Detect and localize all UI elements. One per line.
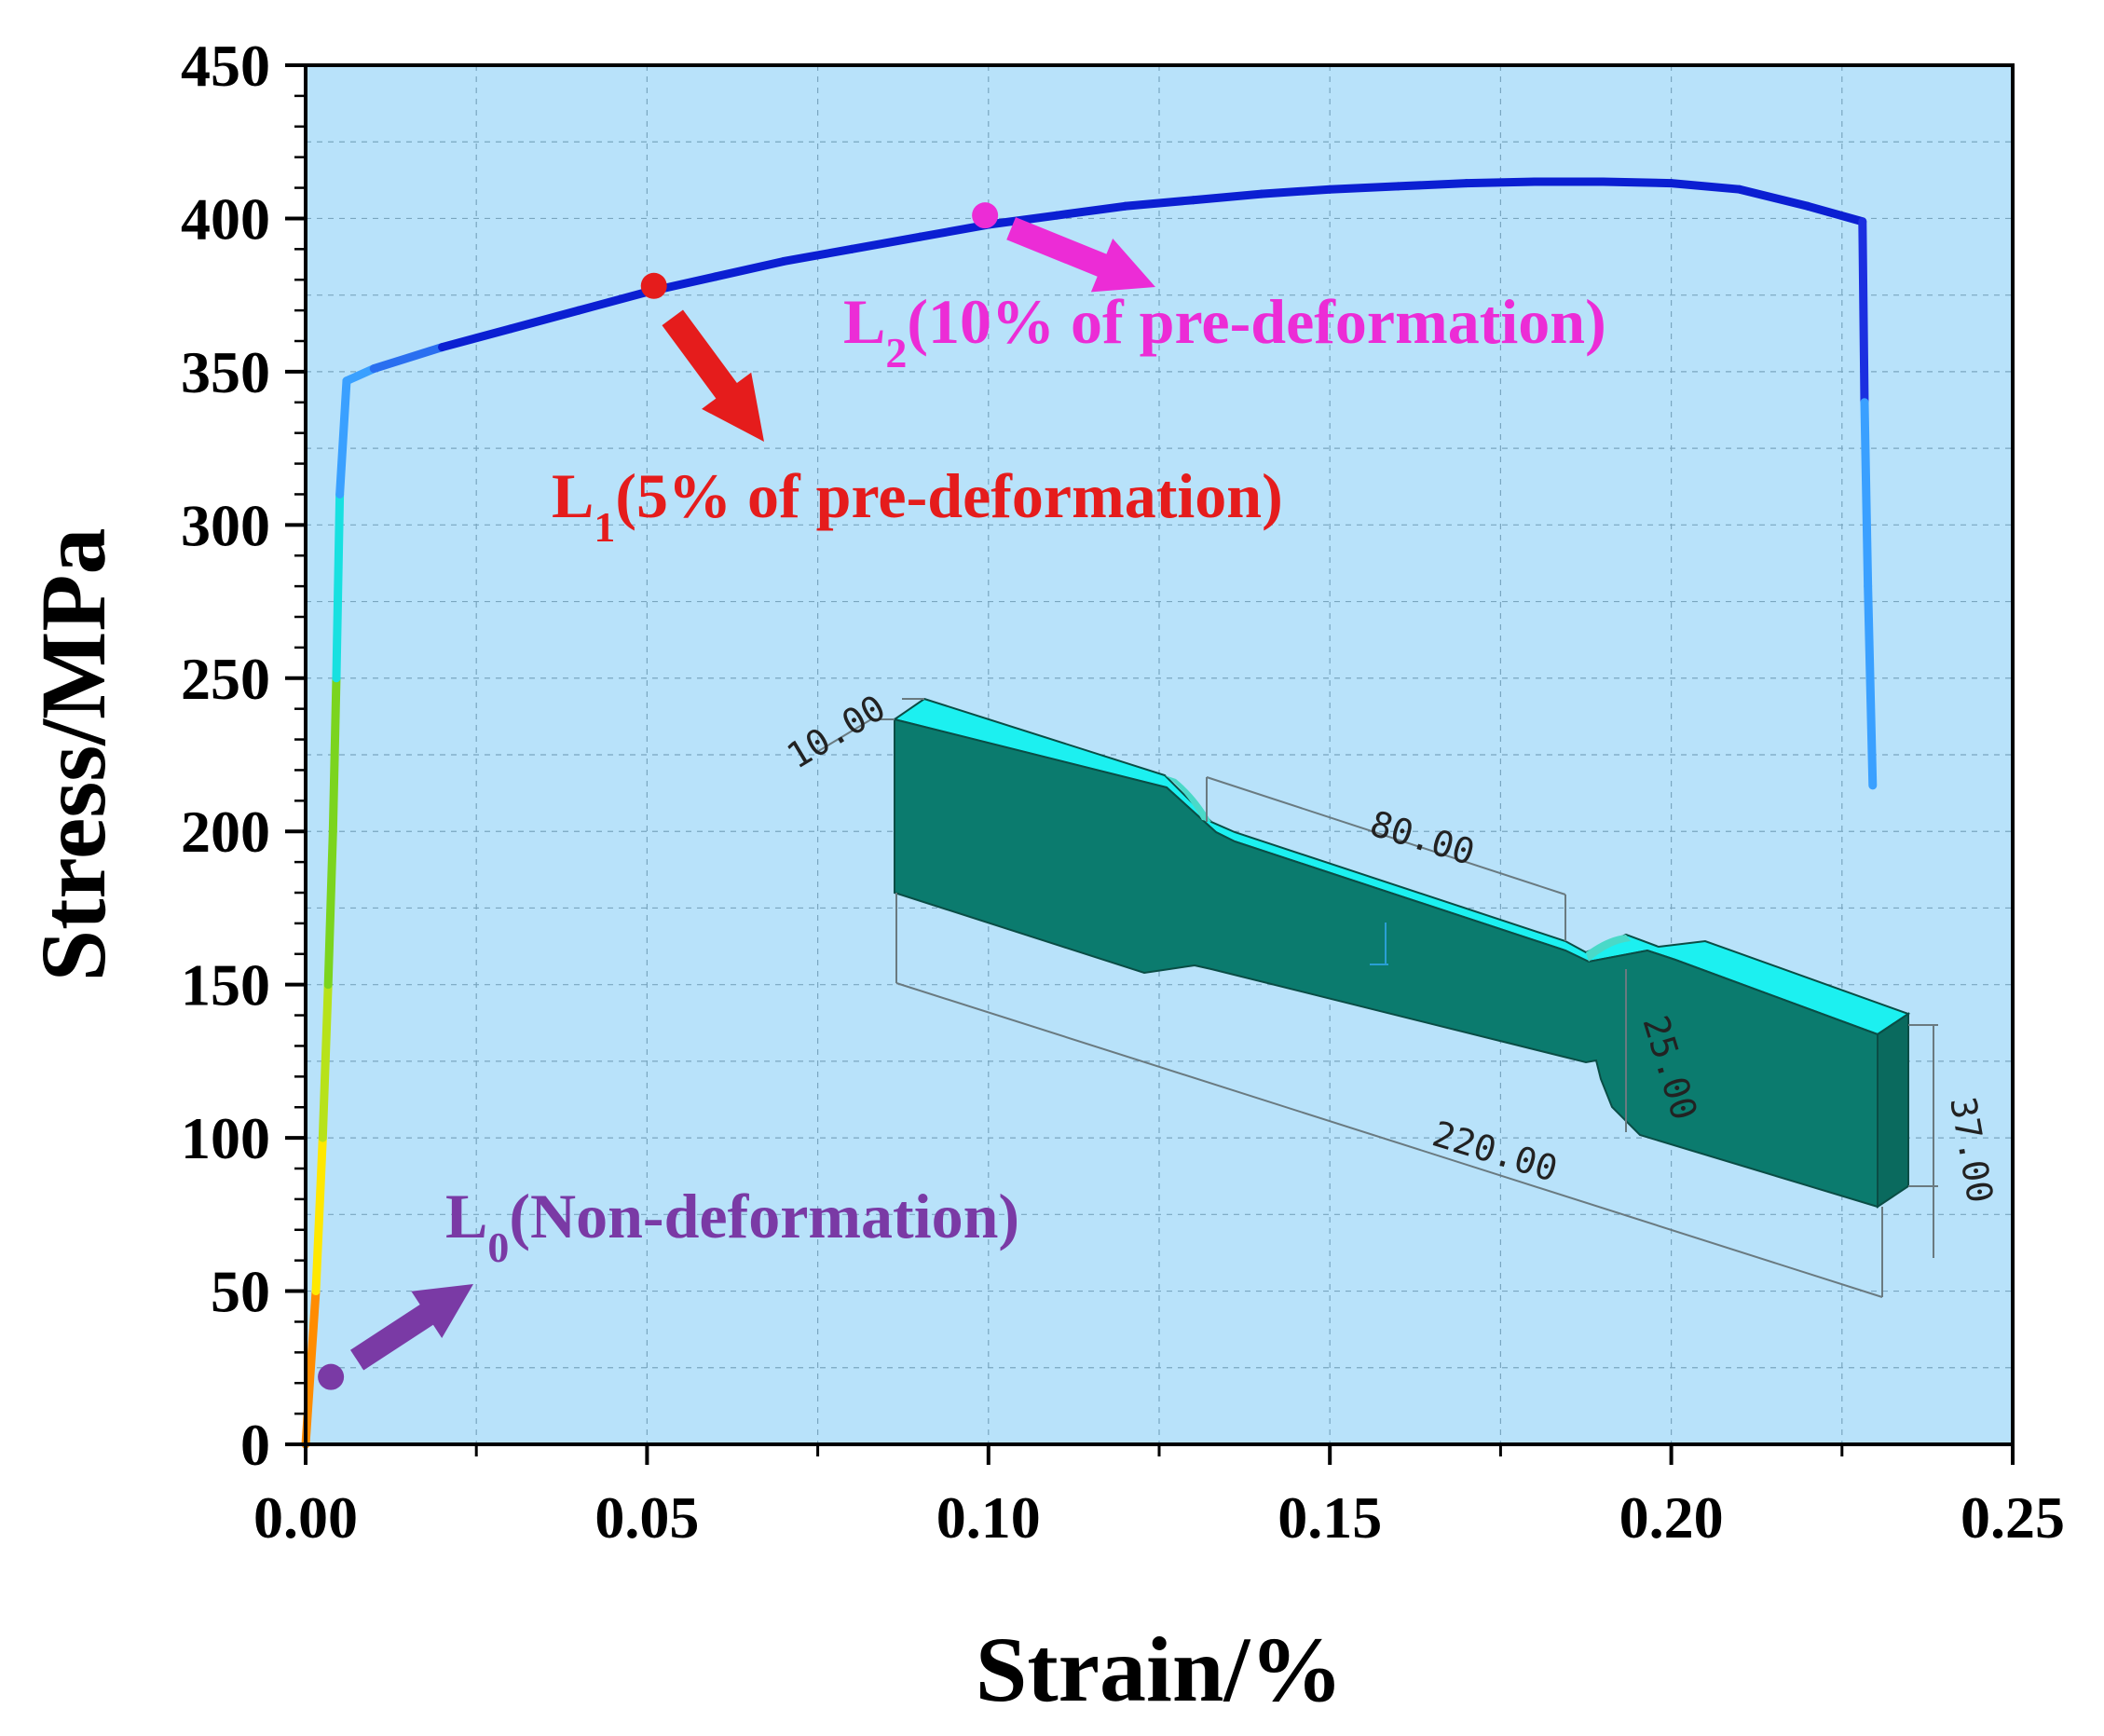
curve-segment [332,489,345,683]
label-l0: L0(Non-deformation) [445,1181,1019,1271]
label-l2-sub: 2 [885,329,907,376]
label-l2-main: L [843,286,885,357]
curve-segment [335,376,351,499]
curve-segment [1803,201,1867,226]
x-axis-tick-labels: 0.00 0.05 0.10 0.15 0.20 0.25 [253,1484,2065,1551]
y-tick-label: 0 [240,1412,270,1478]
specimen-axis-triad [1370,923,1388,965]
curve-segment [311,1133,327,1296]
curve-segment [1189,189,1266,205]
curve-segment [574,287,651,315]
curve-segment [779,244,856,266]
y-axis-tick-labels: 0 50 100 150 200 250 300 350 400 450 [181,33,270,1478]
y-tick-label: 450 [181,33,270,99]
x-tick-label: 0.05 [594,1484,699,1551]
y-tick-label: 350 [181,339,270,405]
curve-segment [916,220,993,241]
x-tick-label: 0.20 [1619,1484,1724,1551]
curve-segment [1735,185,1812,211]
curve-segment [328,674,341,836]
y-axis-ticks [285,63,306,1446]
curve-segment [1325,182,1402,194]
curve-segment [369,343,447,374]
x-axis-ticks [304,1444,2015,1465]
y-tick-label: 250 [181,646,270,712]
y-tick-label: 300 [181,492,270,558]
specimen-fillet-left [1165,775,1211,822]
x-tick-label: 0.25 [1961,1484,2065,1551]
label-l1: L1(5% of pre-deformation) [552,460,1283,551]
label-l1-rest: (5% of pre-deformation) [615,460,1282,531]
x-tick-label: 0.15 [1277,1484,1382,1551]
curve-segment [438,324,515,352]
marker-l0 [318,1363,345,1390]
y-tick-label: 400 [181,185,270,252]
arrow-l2 [1006,217,1155,293]
curve-segment [1052,201,1129,220]
label-l0-sub: 0 [487,1223,509,1271]
curve-segment [1864,581,1878,790]
curve-segment [847,232,925,253]
y-tick-label: 50 [211,1259,270,1325]
y-axis-title: Stress/MPa [21,528,125,982]
specimen-dimensions [814,698,1938,1298]
y-gridlines [306,141,2013,1369]
specimen-fillet-right [1586,935,1631,962]
label-l2-rest: (10% of pre-deformation) [907,286,1605,357]
label-l0-main: L [445,1181,487,1251]
curve-segment [1120,196,1198,211]
curve-segment [1393,179,1471,191]
x-tick-label: 0.00 [253,1484,358,1551]
curve-segment [1860,398,1873,591]
curve-segment [506,306,583,334]
specimen-end-face [1877,1012,1909,1209]
curve-segment [342,364,378,386]
label-l1-sub: 1 [594,503,615,551]
curve-segment [984,211,1061,229]
label-l0-rest: (Non-deformation) [509,1181,1019,1251]
arrow-l1 [662,309,764,442]
marker-l2 [972,202,999,229]
label-l2: L2(10% of pre-deformation) [843,286,1606,376]
y-tick-label: 100 [181,1105,270,1171]
label-l1-main: L [552,460,594,531]
annotations: L0(Non-deformation) L1(5% of pre-deforma… [318,202,1606,1390]
stress-strain-curve [301,177,1878,1449]
x-axis-title: Strain/% [976,1618,1343,1721]
curve-segment [1462,177,1539,188]
curve-segment [318,980,333,1142]
curve-segment [1667,179,1744,194]
x-tick-label: 0.10 [936,1484,1041,1551]
curve-segment [323,827,337,990]
marker-l1 [640,272,667,299]
curve-segment [1598,177,1676,188]
y-tick-label: 200 [181,799,270,865]
arrow-l0 [350,1284,473,1371]
curve-segment [711,256,788,281]
y-tick-label: 150 [181,952,270,1018]
curve-segment [1257,185,1334,198]
curve-segment [1858,217,1869,407]
